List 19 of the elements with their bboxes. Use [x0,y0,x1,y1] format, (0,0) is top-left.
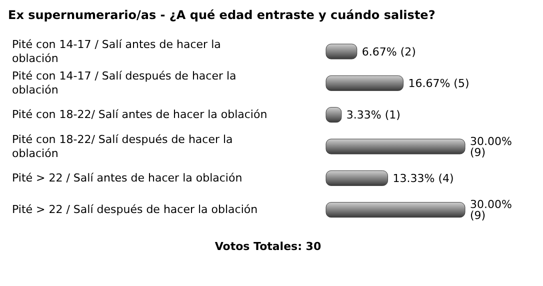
y-tick-label: Pité con 18-22/ Salí antes de hacer la oblación [12,108,268,122]
y-tick-label: Pité con 14-17 / Salí antes de hacer la oblación [12,38,221,65]
y-tick-label: Pité con 14-17 / Salí después de hacer la oblación [12,70,236,97]
data-label: 30.00% (9) [470,134,512,159]
data-label: 3.33% (1) [346,108,400,122]
bar [326,202,466,218]
data-label: 16.67% (5) [408,77,470,90]
bar [326,75,404,91]
text: Ex supernumerario/as - ¿A qué edad entraste y cuándo saliste? [8,8,436,22]
y-tick-label: Pité > 22 / Salí después de hacer la oblación [12,203,258,216]
data-label: 6.67% (2) [362,45,416,58]
data-label: 30.00% (9) [470,198,512,222]
bar [326,170,388,186]
data-label: 13.33% (4) [392,172,454,186]
bar [326,44,358,60]
y-tick-label: Pité > 22 / Salí antes de hacer la oblación [12,172,242,185]
text: Votos Totales: 30 [214,240,322,253]
bar [326,138,466,154]
y-tick-label: Pité con 18-22/ Salí después de hacer la oblación [12,132,233,160]
